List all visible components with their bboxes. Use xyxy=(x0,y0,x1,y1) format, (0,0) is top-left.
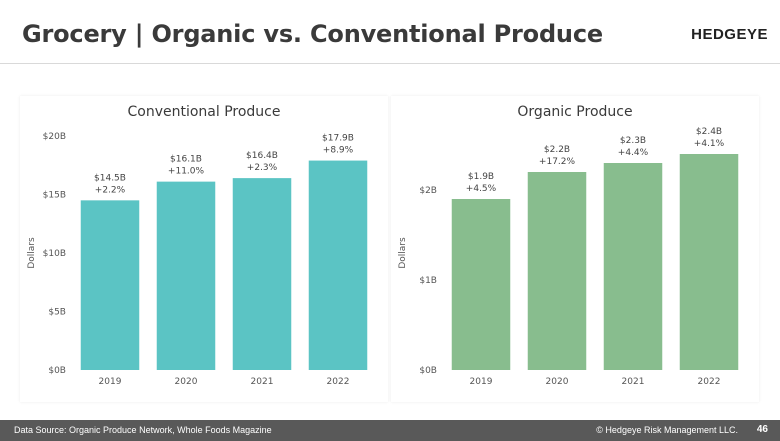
y-tick-label: $15B xyxy=(43,191,66,201)
y-tick-label: $5B xyxy=(48,308,66,318)
bar-growth-label: +17.2% xyxy=(539,157,576,167)
bar-growth-label: +4.5% xyxy=(466,184,497,194)
bar-2019 xyxy=(80,200,140,370)
bar-value-label: $17.9B xyxy=(322,134,354,144)
bar-2021 xyxy=(232,178,292,370)
bar-growth-label: +4.1% xyxy=(694,139,725,149)
x-tick-label: 2020 xyxy=(546,377,569,387)
bar-2022 xyxy=(308,160,368,370)
y-tick-label: $2B xyxy=(419,186,437,196)
bar-2021 xyxy=(603,163,663,370)
y-axis-label: Dollars xyxy=(398,237,408,269)
hedgeye-logo: HEDGEYE xyxy=(691,26,768,43)
bar-growth-label: +2.2% xyxy=(95,185,126,195)
data-source: Data Source: Organic Produce Network, Wh… xyxy=(14,425,272,435)
y-tick-label: $10B xyxy=(43,249,66,259)
y-tick-label: $1B xyxy=(419,276,437,286)
conventional-produce-chart: Conventional Produce Dollars $0B $5B $10B $15… xyxy=(20,96,388,402)
conventional-produce-chart-svg: Conventional Produce Dollars $0B $5B $10B $15… xyxy=(27,104,368,387)
x-tick-label: 2022 xyxy=(327,377,350,387)
bar-value-label: $2.3B xyxy=(620,136,646,146)
x-tick-label: 2022 xyxy=(698,377,721,387)
y-tick-label: $0B xyxy=(419,366,437,376)
bar-growth-label: +11.0% xyxy=(168,167,205,177)
x-tick-label: 2019 xyxy=(470,377,493,387)
y-tick-label: $20B xyxy=(43,132,66,142)
bar-value-label: $14.5B xyxy=(94,173,126,183)
bar-2020 xyxy=(156,181,216,370)
y-axis-label: Dollars xyxy=(27,237,37,269)
bar-growth-label: +4.4% xyxy=(618,148,649,158)
bar-value-label: $2.2B xyxy=(544,145,570,155)
bar-value-label: $16.4B xyxy=(246,151,278,161)
slide-title: Grocery | Organic vs. Conventional Produ… xyxy=(22,20,603,48)
bar-value-label: $16.1B xyxy=(170,155,202,165)
bar-value-label: $2.4B xyxy=(696,127,722,137)
bar-growth-label: +8.9% xyxy=(323,146,354,156)
bar-2019 xyxy=(451,199,511,370)
x-tick-label: 2021 xyxy=(622,377,645,387)
x-tick-label: 2020 xyxy=(175,377,198,387)
title-divider xyxy=(0,63,780,64)
x-tick-label: 2021 xyxy=(251,377,274,387)
footer-bar: Data Source: Organic Produce Network, Wh… xyxy=(0,420,780,441)
bar-2022 xyxy=(679,154,739,370)
chart-title: Organic Produce xyxy=(517,104,632,120)
bar-2020 xyxy=(527,172,587,370)
copyright: © Hedgeye Risk Management LLC. xyxy=(596,425,738,435)
bar-value-label: $1.9B xyxy=(468,172,494,182)
x-tick-label: 2019 xyxy=(99,377,122,387)
bar-growth-label: +2.3% xyxy=(247,163,278,173)
organic-produce-chart-svg: Organic Produce Dollars $0B $1B $2B $1.9B +4.5… xyxy=(398,104,739,387)
page-number: 46 xyxy=(756,424,768,435)
y-tick-label: $0B xyxy=(48,366,66,376)
organic-produce-chart: Organic Produce Dollars $0B $1B $2B $1.9B +4.5… xyxy=(391,96,759,402)
chart-title: Conventional Produce xyxy=(127,104,280,120)
